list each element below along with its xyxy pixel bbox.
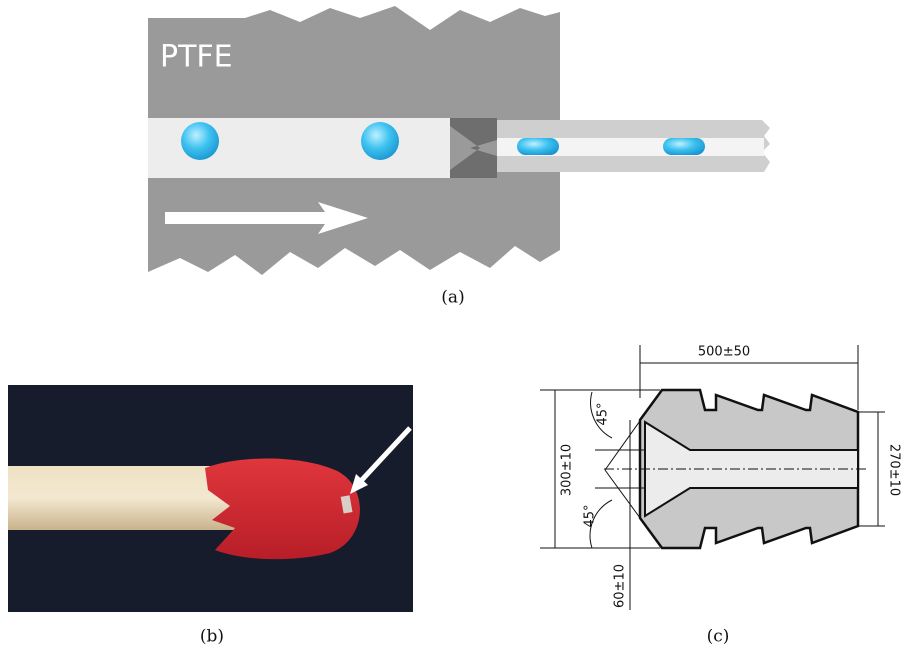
plug <box>663 138 705 155</box>
dimension-label: 45° <box>596 402 611 425</box>
droplet <box>361 122 399 160</box>
match-head <box>205 458 360 559</box>
plug <box>517 138 559 155</box>
caption: (a) <box>441 288 464 308</box>
caption: (b) <box>200 627 224 647</box>
panel-c: 500±50 45° 45° 300±10 270±10 60±10 (c) <box>540 345 902 647</box>
match-stick <box>8 466 238 530</box>
panel-b: (b) <box>8 385 413 647</box>
figure: PTFE (a) (b) <box>0 0 905 655</box>
dimension-label: 270±10 <box>887 444 902 496</box>
panel-a: PTFE (a) <box>148 6 770 308</box>
dimension-label: 500±50 <box>698 345 750 360</box>
material-label: PTFE <box>160 40 233 75</box>
caption: (c) <box>707 627 730 647</box>
dimension-label: 300±10 <box>560 444 575 496</box>
page: {"panels": [ {"caption": "(a)", "materia… <box>0 0 905 655</box>
dimension-label: 45° <box>583 504 598 527</box>
droplet <box>181 122 219 160</box>
dimension-label: 60±10 <box>613 564 628 608</box>
